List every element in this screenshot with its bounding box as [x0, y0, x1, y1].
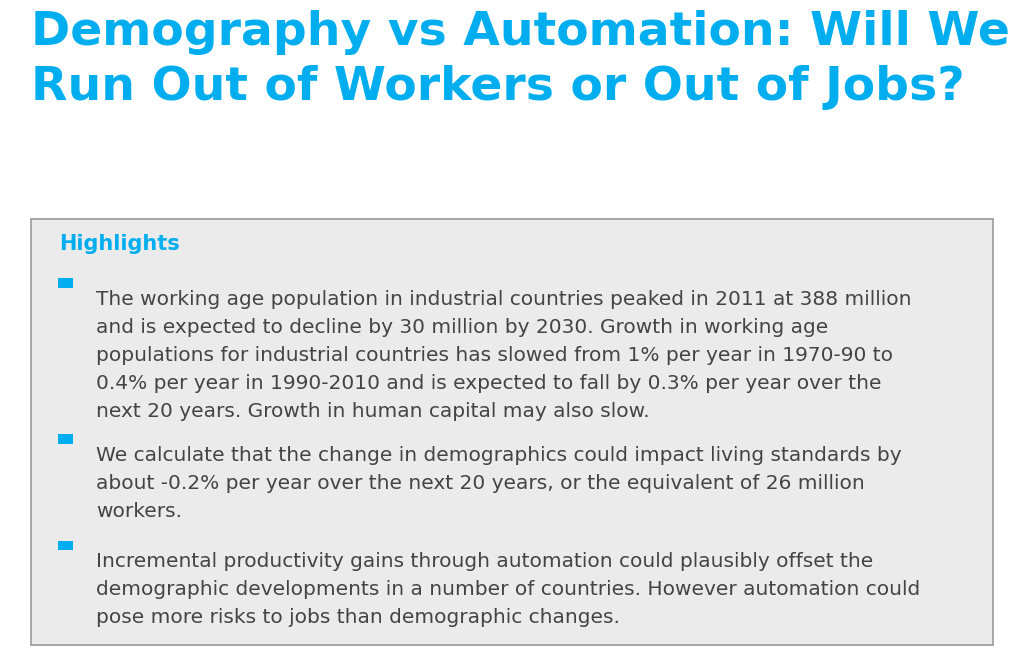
- FancyBboxPatch shape: [57, 434, 73, 444]
- Text: Demography vs Automation: Will We
Run Out of Workers or Out of Jobs?: Demography vs Automation: Will We Run Ou…: [31, 10, 1010, 110]
- FancyBboxPatch shape: [31, 219, 993, 645]
- FancyBboxPatch shape: [57, 278, 73, 288]
- Text: Highlights: Highlights: [59, 234, 180, 254]
- Text: Incremental productivity gains through automation could plausibly offset the
dem: Incremental productivity gains through a…: [96, 552, 921, 627]
- Text: We calculate that the change in demographics could impact living standards by
ab: We calculate that the change in demograp…: [96, 446, 902, 521]
- Text: The working age population in industrial countries peaked in 2011 at 388 million: The working age population in industrial…: [96, 290, 911, 421]
- FancyBboxPatch shape: [57, 541, 73, 550]
